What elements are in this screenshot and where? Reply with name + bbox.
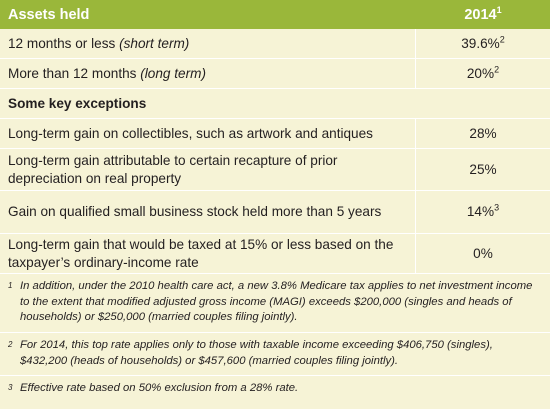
subheading: Some key exceptions — [0, 89, 550, 119]
row-rate: 25% — [469, 161, 497, 177]
row-label: Gain on qualified small business stock h… — [0, 191, 416, 233]
footnote-mark: 2 — [499, 33, 505, 44]
row-label: Long-term gain on collectibles, such as … — [0, 119, 416, 148]
table-row: More than 12 months (long term) 20%2 — [0, 59, 550, 89]
footnotes: 1 In addition, under the 2010 health car… — [0, 274, 550, 402]
row-label: Long-term gain that would be taxed at 15… — [0, 234, 416, 273]
footnote: 3 Effective rate based on 50% exclusion … — [0, 376, 550, 402]
footnote: 1 In addition, under the 2010 health car… — [0, 274, 550, 333]
header-year-footnote-mark: 1 — [496, 4, 502, 15]
row-label: 12 months or less (short term) — [0, 29, 416, 58]
footnote-text: Effective rate based on 50% exclusion fr… — [20, 382, 299, 394]
row-label: More than 12 months (long term) — [0, 59, 416, 88]
footnote-number: 1 — [8, 281, 13, 290]
row-rate: 39.6%2 — [461, 33, 505, 51]
header-assets-held: Assets held — [8, 6, 90, 23]
footnote-mark: 3 — [494, 202, 500, 213]
table-row: Long-term gain that would be taxed at 15… — [0, 234, 550, 274]
footnote: 2 For 2014, this top rate applies only t… — [0, 333, 550, 376]
footnote-number: 3 — [8, 383, 13, 392]
row-label: Long-term gain attributable to certain r… — [0, 149, 416, 190]
row-rate: 28% — [469, 125, 497, 141]
row-rate: 0% — [473, 245, 493, 261]
row-rate: 14%3 — [466, 202, 500, 219]
footnote-mark: 2 — [494, 63, 500, 74]
table-header: Assets held 20141 — [0, 0, 550, 29]
row-rate: 20%2 — [466, 63, 500, 81]
table-row: Long-term gain on collectibles, such as … — [0, 119, 550, 149]
footnote-text: In addition, under the 2010 health care … — [20, 280, 533, 323]
header-year: 20141 — [464, 4, 502, 23]
table-row: Long-term gain attributable to certain r… — [0, 149, 550, 191]
table-row: Gain on qualified small business stock h… — [0, 191, 550, 234]
footnote-text: For 2014, this top rate applies only to … — [20, 339, 493, 367]
footnote-number: 2 — [8, 340, 13, 349]
table-row: 12 months or less (short term) 39.6%2 — [0, 29, 550, 59]
